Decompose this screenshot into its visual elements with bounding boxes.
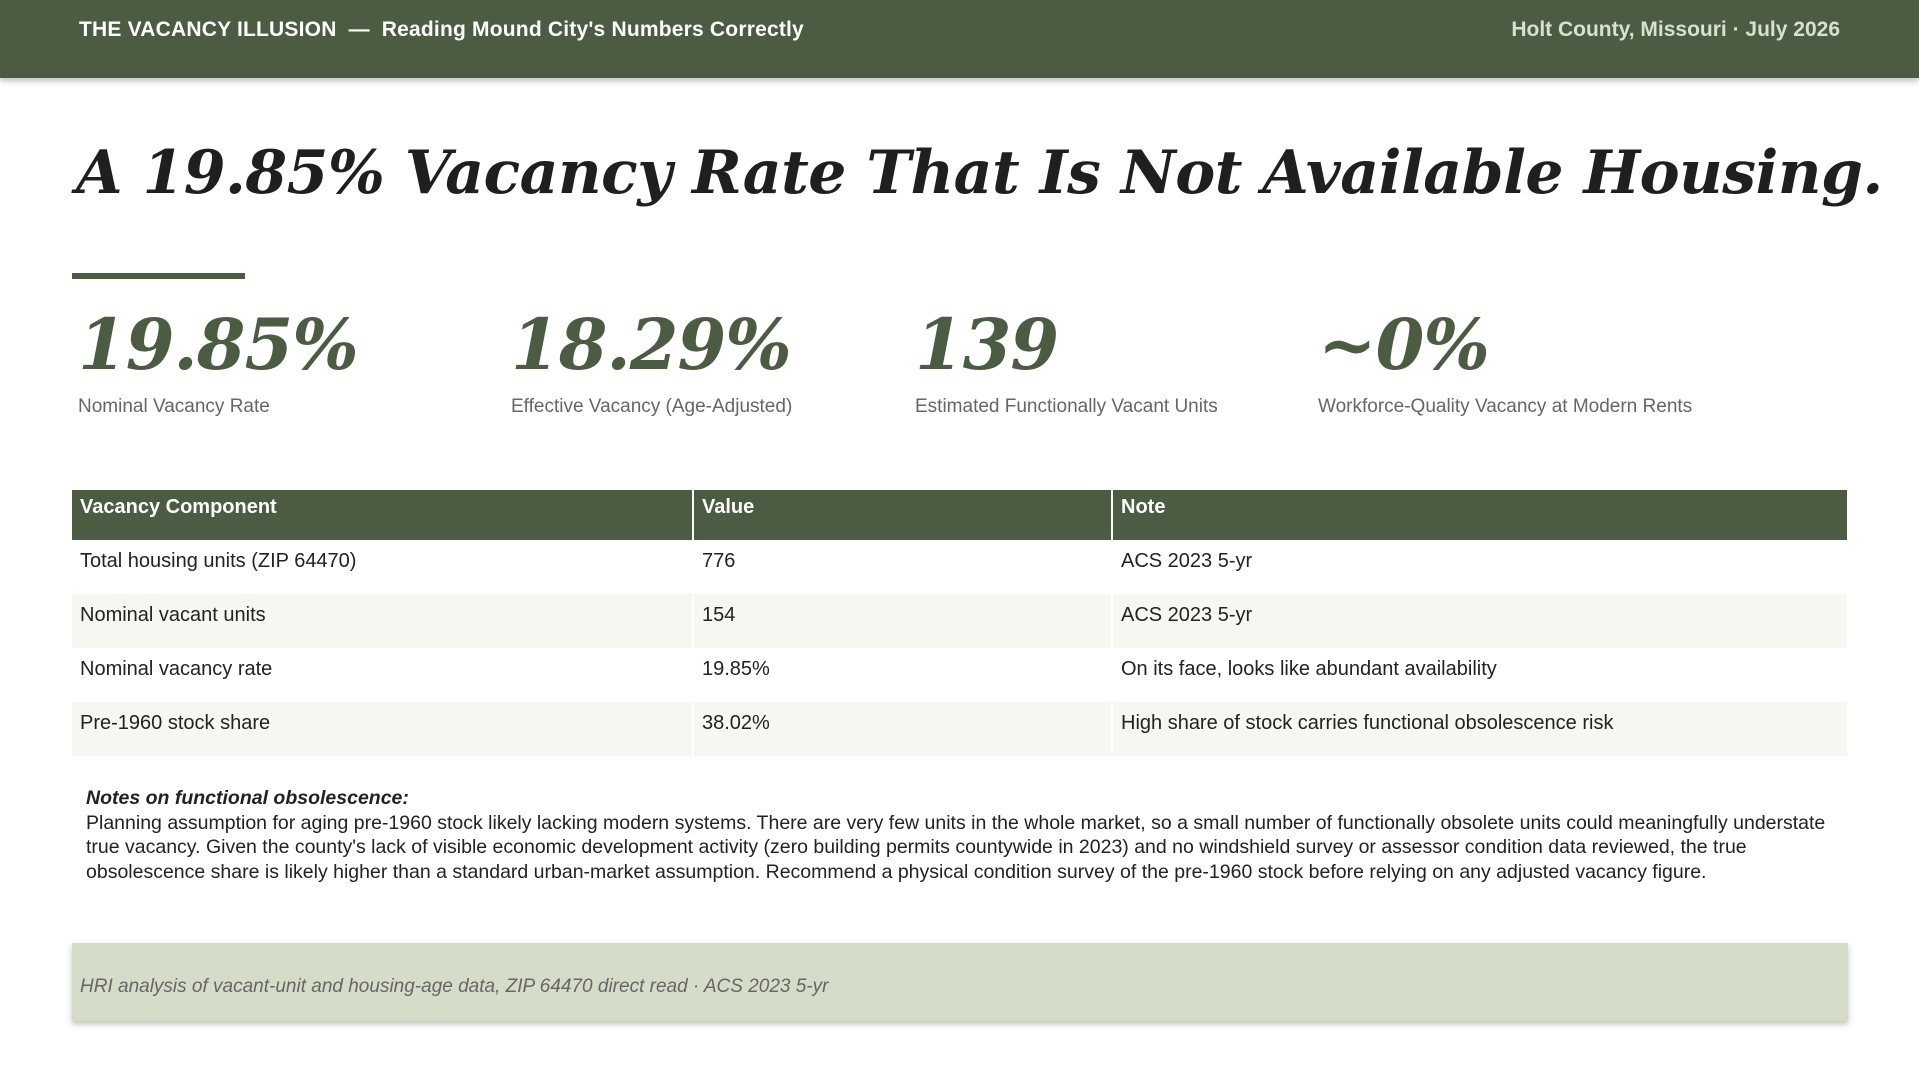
- stat-workforce-vacancy: ~0% Workforce-Quality Vacancy at Modern …: [1318, 300, 1692, 418]
- stat-value: ~0%: [1318, 303, 1490, 386]
- cell-value: 776: [693, 540, 1113, 594]
- cell-component: Nominal vacancy rate: [72, 648, 694, 702]
- header-title-group: THE VACANCY ILLUSION — Reading Mound City'…: [79, 18, 804, 42]
- cell-value: 38.02%: [693, 702, 1113, 756]
- notes-section: Notes on functional obsolescence: Planni…: [86, 786, 1846, 884]
- notes-body: Planning assumption for aging pre-1960 s…: [86, 811, 1826, 883]
- header-subtitle: Reading Mound City's Numbers Correctly: [381, 18, 804, 41]
- stat-value: 139: [915, 303, 1059, 386]
- vacancy-table: Vacancy Component Value Note Total housi…: [72, 490, 1847, 756]
- stat-label: Effective Vacancy (Age-Adjusted): [511, 396, 793, 417]
- cell-value: 19.85%: [693, 648, 1113, 702]
- table-row: Nominal vacancy rate 19.85% On its face,…: [72, 648, 1847, 702]
- stat-label: Workforce-Quality Vacancy at Modern Rent…: [1318, 396, 1693, 417]
- notes-title: Notes on functional obsolescence:: [86, 787, 409, 809]
- stat-label: Estimated Functionally Vacant Units: [915, 396, 1218, 417]
- cell-value: 154: [693, 594, 1113, 648]
- stat-nominal-vacancy: 19.85% Nominal Vacancy Rate: [78, 300, 359, 418]
- table-row: Nominal vacant units 154 ACS 2023 5-yr: [72, 594, 1847, 648]
- cell-component: Nominal vacant units: [72, 594, 694, 648]
- page-headline: A 19.85% Vacancy Rate That Is Not Availa…: [76, 138, 1883, 208]
- cell-component: Total housing units (ZIP 64470): [72, 540, 694, 594]
- header-bar: THE VACANCY ILLUSION — Reading Mound City'…: [0, 0, 1919, 78]
- stat-label: Nominal Vacancy Rate: [78, 396, 270, 417]
- cell-note: High share of stock carries functional o…: [1112, 702, 1847, 756]
- header-title: THE VACANCY ILLUSION: [79, 18, 337, 41]
- table-header-row: Vacancy Component Value Note: [72, 490, 1847, 540]
- source-text: HRI analysis of vacant-unit and housing-…: [80, 976, 829, 997]
- stat-effective-vacancy: 18.29% Effective Vacancy (Age-Adjusted): [511, 300, 792, 418]
- column-header-value: Value: [693, 490, 1113, 540]
- table-row: Pre-1960 stock share 38.02% High share o…: [72, 702, 1847, 756]
- cell-component: Pre-1960 stock share: [72, 702, 694, 756]
- source-footer: HRI analysis of vacant-unit and housing-…: [72, 943, 1848, 1021]
- stat-value: 18.29%: [511, 303, 792, 386]
- column-header-note: Note: [1112, 490, 1847, 540]
- cell-note: ACS 2023 5-yr: [1112, 594, 1847, 648]
- cell-note: ACS 2023 5-yr: [1121, 550, 1253, 572]
- stat-value: 19.85%: [78, 303, 359, 386]
- accent-rule: [72, 273, 245, 279]
- column-header-component: Vacancy Component: [72, 490, 694, 540]
- cell-note: On its face, looks like abundant availab…: [1121, 658, 1497, 680]
- header-location-date: Holt County, Missouri · July 2026: [1511, 18, 1840, 41]
- table-row: Total housing units (ZIP 64470) 776 ACS …: [72, 540, 1847, 594]
- header-separator: —: [348, 18, 370, 41]
- stat-functionally-vacant: 139 Estimated Functionally Vacant Units: [915, 300, 1218, 418]
